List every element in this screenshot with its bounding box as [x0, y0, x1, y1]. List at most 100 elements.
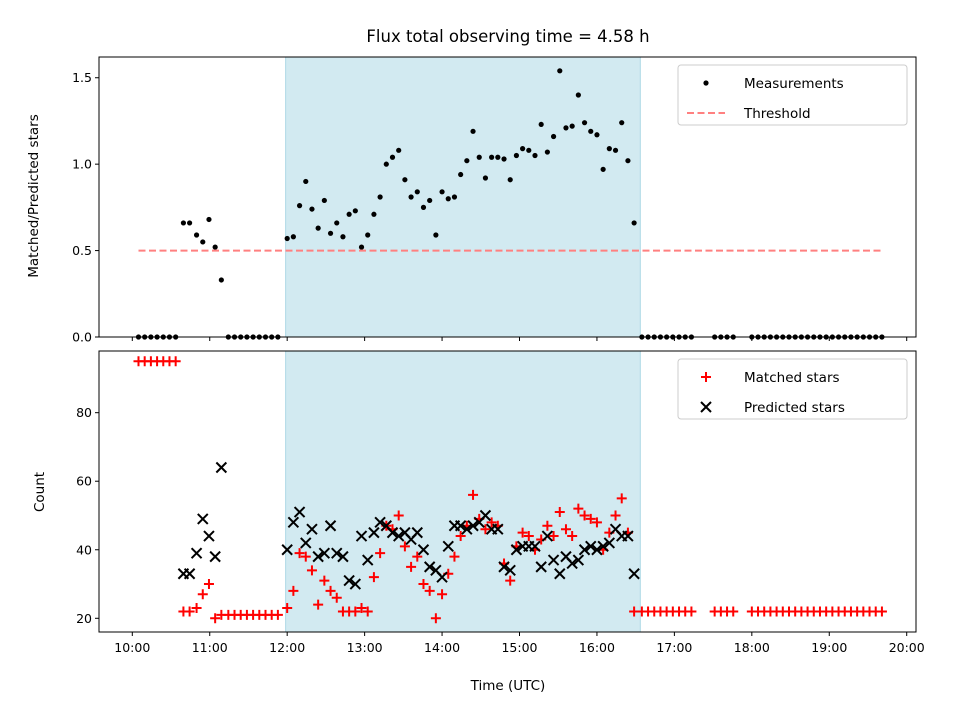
top-panel: 0.0 0.5 1.0 1.5 Measurements Threshold — [72, 56, 917, 345]
bottom-series-matched-stars-point — [554, 507, 565, 518]
bottom-series-matched-stars-point — [468, 489, 479, 500]
top-series-measurements-point — [180, 220, 187, 226]
top-series-measurements-point — [482, 175, 489, 181]
bottom-legend-label: Predicted stars — [744, 400, 845, 416]
bottom-series-predicted-stars-point — [331, 547, 343, 559]
bottom-series-predicted-stars-point — [529, 540, 541, 553]
top-series-measurements-point — [612, 147, 619, 153]
bottom-x-tick-label: 10:00 — [114, 640, 150, 655]
bottom-series-predicted-stars-point — [300, 537, 312, 549]
top-series-measurements-point — [206, 216, 212, 223]
top-series-measurements-point — [563, 125, 569, 131]
bottom-series-predicted-stars-point — [461, 523, 473, 535]
top-series-measurements-point — [557, 68, 563, 74]
bottom-series-matched-stars-point — [449, 551, 460, 562]
bottom-x-tick-label: 16:00 — [579, 640, 615, 655]
top-series-measurements-point — [631, 220, 637, 226]
bottom-series-matched-stars-point — [616, 493, 627, 504]
bottom-series-predicted-stars-point — [197, 513, 209, 525]
top-series-measurements-point — [495, 154, 501, 160]
bottom-shaded-region — [285, 350, 641, 633]
bottom-series-predicted-stars-point — [535, 561, 547, 573]
top-series-measurements-point — [402, 177, 408, 183]
bottom-series-predicted-stars-point — [504, 564, 516, 577]
bottom-series-matched-stars-point — [560, 524, 571, 535]
bottom-series-matched-stars-point — [294, 548, 305, 559]
bottom-series-predicted-stars-point — [281, 544, 293, 556]
bottom-series-predicted-stars-point — [442, 540, 454, 553]
top-series-measurements-point — [365, 232, 371, 238]
bottom-x-tick-label: 17:00 — [656, 640, 692, 655]
bottom-series-predicted-stars-point — [183, 568, 196, 580]
bottom-series-predicted-stars-point — [585, 540, 597, 553]
bottom-series-predicted-stars-point — [417, 544, 430, 556]
top-series-measurements-point — [396, 147, 402, 153]
bottom-series-predicted-stars-point — [392, 530, 405, 542]
bottom-series-matched-stars-point — [331, 592, 342, 603]
bottom-series-matched-stars-point — [184, 606, 195, 617]
top-series-measurements-point — [625, 158, 631, 164]
bottom-legend-label: Matched stars — [744, 370, 840, 386]
top-series-measurements-point — [200, 239, 206, 245]
top-series-measurements-point — [340, 234, 346, 240]
bottom-series-predicted-stars-point — [318, 547, 331, 559]
bottom-series-predicted-stars-point — [215, 461, 228, 474]
bottom-series-predicted-stars-point — [454, 520, 467, 532]
top-y-tick-label: 1.0 — [72, 157, 92, 172]
bottom-series-predicted-stars-point — [355, 530, 368, 542]
top-series-measurements-point — [538, 121, 544, 128]
top-legend: Measurements Threshold — [677, 64, 908, 126]
top-series-measurements-point — [290, 234, 296, 240]
bottom-series-matched-stars-point — [288, 585, 299, 596]
bottom-series-matched-stars-point — [350, 606, 361, 617]
top-legend-label: Measurements — [744, 76, 844, 92]
bottom-x-tick-label: 11:00 — [192, 640, 228, 655]
top-series-measurements-point — [458, 171, 464, 178]
bottom-series-matched-stars-point — [505, 575, 516, 586]
top-series-measurements-point — [606, 146, 612, 152]
bottom-series-predicted-stars-point — [203, 530, 215, 542]
bottom-series-predicted-stars-point — [510, 544, 523, 556]
bottom-series-matched-stars-point — [191, 603, 202, 614]
bottom-series-predicted-stars-point — [293, 506, 306, 518]
bottom-series-matched-stars-point — [356, 603, 367, 614]
top-shaded-region — [285, 56, 641, 338]
bottom-series-predicted-stars-point — [554, 568, 566, 580]
top-legend-marker — [703, 80, 709, 86]
bottom-series-predicted-stars-point — [312, 550, 324, 563]
bottom-series-matched-stars-point — [523, 531, 534, 542]
top-series-measurements-point — [218, 277, 224, 283]
bottom-series-matched-stars-point — [728, 606, 739, 617]
top-legend-box — [677, 64, 908, 126]
bottom-legend: Matched stars Predicted stars — [677, 358, 908, 420]
bottom-y-axis-label: Count — [32, 472, 48, 512]
bottom-x-tick-label: 13:00 — [347, 640, 383, 655]
top-series-measurements-point — [575, 92, 581, 98]
bottom-series-predicted-stars-point — [337, 550, 349, 563]
bottom-series-matched-stars-point — [876, 606, 887, 617]
top-series-measurements-point — [309, 206, 315, 212]
bottom-series-matched-stars-point — [197, 589, 208, 600]
bottom-legend-box — [677, 358, 908, 420]
bottom-x-tick-label: 14:00 — [424, 640, 460, 655]
top-series-measurements-point — [451, 194, 458, 200]
top-series-measurements-point — [489, 154, 495, 160]
bottom-series-predicted-stars-point — [374, 516, 386, 529]
top-series-measurements-point — [445, 196, 451, 202]
top-series-measurements-point — [619, 120, 625, 126]
top-series-measurements-point — [371, 211, 377, 217]
bottom-x-tick-label: 15:00 — [501, 640, 537, 655]
top-series-measurements-point — [600, 166, 606, 172]
bottom-series-predicted-stars-point — [287, 516, 300, 529]
top-series-measurements-point — [520, 146, 526, 152]
top-series-measurements-point — [358, 244, 365, 250]
bottom-series-matched-stars-point — [517, 527, 528, 538]
top-series-measurements-point — [569, 123, 575, 129]
bottom-series-predicted-stars-point — [467, 520, 479, 532]
top-series-measurements-point — [352, 208, 358, 214]
top-series-measurements-point — [315, 225, 321, 231]
top-y-tick-label: 1.5 — [72, 70, 92, 85]
bottom-series-matched-stars-point — [686, 606, 697, 617]
top-series-measurements-point — [594, 132, 600, 138]
top-series-measurements-point — [439, 189, 445, 195]
